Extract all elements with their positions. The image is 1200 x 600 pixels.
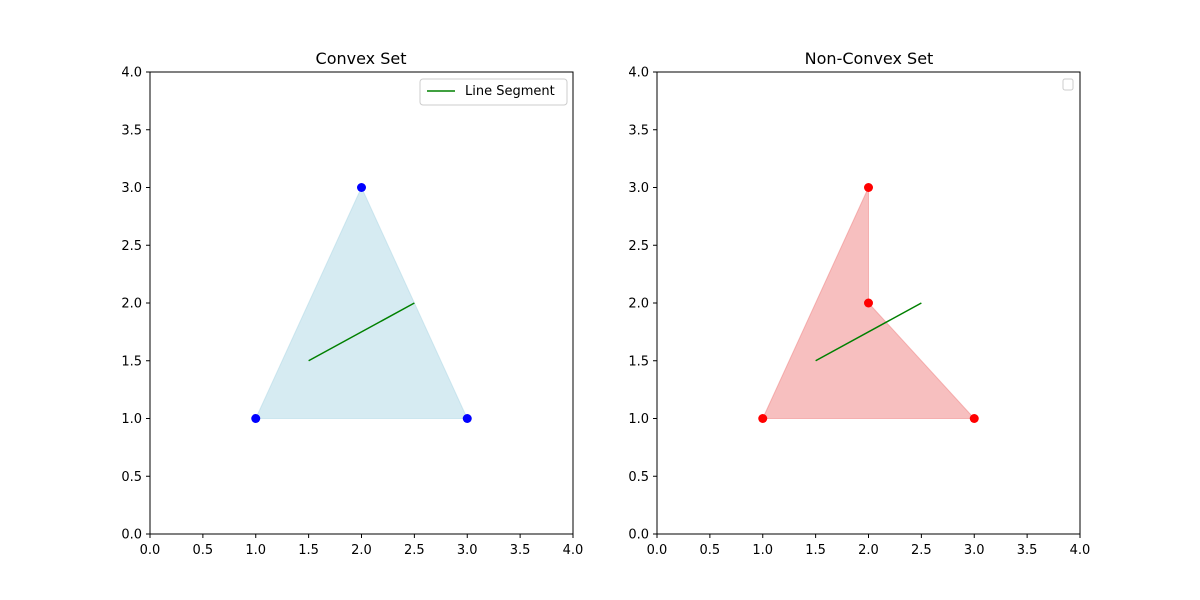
x-tick-label: 4.0 — [1070, 543, 1091, 558]
chart-title: Convex Set — [316, 49, 407, 68]
x-tick-label: 0.0 — [647, 543, 668, 558]
y-tick-label: 2.5 — [628, 239, 649, 254]
x-tick-label: 1.5 — [298, 543, 319, 558]
y-tick-label: 0.0 — [121, 528, 142, 543]
x-tick-label: 3.0 — [964, 543, 985, 558]
y-tick-label: 0.5 — [121, 470, 142, 485]
y-tick-label: 3.0 — [121, 181, 142, 196]
plot-area: 0.0 0.5 1.0 1.5 2.0 2.5 3.0 3.5 4.0 0.0 0.5 1.0 1.5 2… — [628, 66, 1090, 559]
chart-convex-set: Convex Set 0.0 0.5 1.0 1.5 2.0 2.5 3.0 3.5 4.00.… — [121, 49, 583, 558]
vertex-point — [251, 414, 261, 423]
vertex-point — [969, 414, 979, 423]
y-tick-label: 3.0 — [628, 181, 649, 196]
plot-area: 0.0 0.5 1.0 1.5 2.0 2.5 3.0 3.5 4.0 0.0 0.5 1.0 1.5 2… — [121, 66, 583, 559]
x-tick-label: 1.5 — [805, 543, 826, 558]
x-tick-label: 0.0 — [140, 543, 161, 558]
y-tick-label: 1.0 — [121, 412, 142, 427]
y-tick-label: 2.0 — [121, 297, 142, 312]
x-tick-label: 0.5 — [193, 543, 214, 558]
x-tick-label: 2.5 — [404, 543, 425, 558]
y-tick-label: 3.5 — [628, 123, 649, 138]
y-tick-label: 3.5 — [121, 123, 142, 138]
y-tick-label: 1.5 — [121, 354, 142, 369]
legend: Line Segment — [419, 78, 568, 106]
y-tick-label: 1.0 — [628, 412, 649, 427]
legend-frame — [419, 78, 568, 106]
y-tick-label: 2.0 — [628, 297, 649, 312]
legend-label: Line Segment — [465, 84, 555, 99]
x-tick-label: 3.0 — [457, 543, 478, 558]
y-tick-label: 0.5 — [628, 470, 649, 485]
chart-non-convex-set: Non-Convex Set 0.0 0.5 1.0 1.5 2.0 2.5 3.0 3.5 4… — [628, 49, 1090, 558]
y-tick-label: 4.0 — [121, 66, 142, 81]
vertex-point — [462, 414, 472, 423]
x-tick-label: 2.0 — [351, 543, 372, 558]
x-tick-label: 1.0 — [752, 543, 773, 558]
y-tick-label: 1.5 — [628, 354, 649, 369]
y-tick-label: 2.5 — [121, 239, 142, 254]
vertex-point — [864, 183, 873, 192]
y-tick-label: 4.0 — [628, 66, 649, 81]
legend-frame-empty — [1062, 78, 1074, 91]
x-tick-label: 4.0 — [563, 543, 584, 558]
chart-title: Non-Convex Set — [805, 49, 934, 68]
x-tick-label: 3.5 — [510, 543, 531, 558]
x-tick-label: 1.0 — [245, 543, 266, 558]
x-tick-label: 0.5 — [700, 543, 721, 558]
x-tick-label: 2.0 — [858, 543, 879, 558]
vertex-point — [864, 298, 873, 308]
vertex-point — [357, 183, 366, 192]
x-tick-label: 2.5 — [911, 543, 932, 558]
legend — [1062, 78, 1074, 91]
line-segment — [308, 302, 415, 362]
x-tick-label: 3.5 — [1017, 543, 1038, 558]
line-segment — [815, 302, 922, 362]
y-tick-label: 0.0 — [628, 528, 649, 543]
vertex-point — [758, 414, 768, 423]
